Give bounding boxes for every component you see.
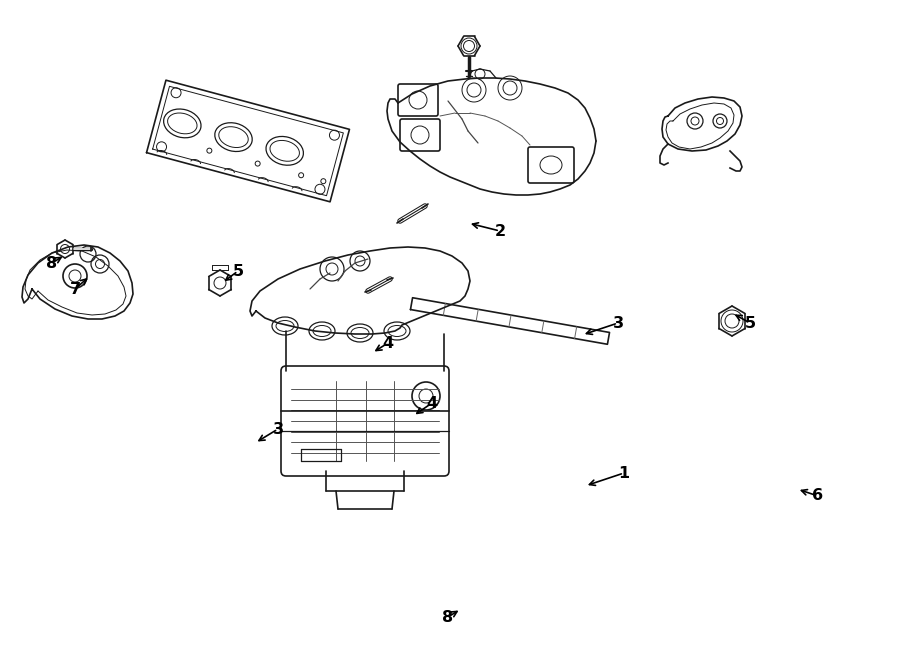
Text: 1: 1 <box>618 465 630 481</box>
Text: 4: 4 <box>382 336 393 350</box>
Text: 5: 5 <box>232 264 244 278</box>
Text: 4: 4 <box>427 395 437 410</box>
Text: 3: 3 <box>273 422 284 436</box>
Text: 8: 8 <box>443 609 454 625</box>
Text: 2: 2 <box>494 223 506 239</box>
Text: 7: 7 <box>69 282 81 297</box>
Text: 8: 8 <box>47 256 58 270</box>
Text: 6: 6 <box>813 488 824 504</box>
Text: 3: 3 <box>612 315 624 330</box>
Text: 5: 5 <box>744 315 756 330</box>
